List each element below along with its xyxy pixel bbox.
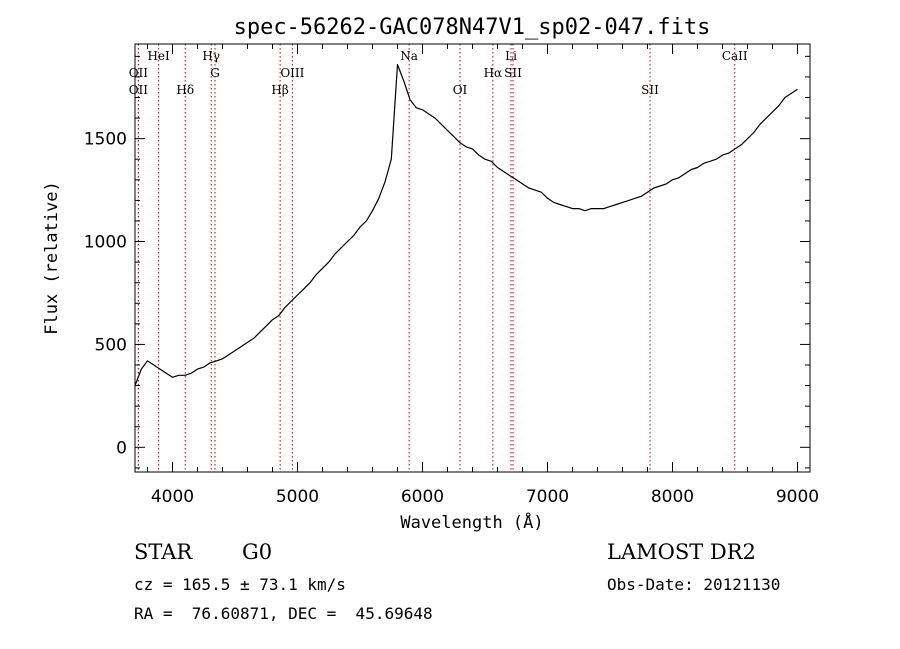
line-label: Hγ — [202, 49, 220, 63]
line-label: Na — [400, 49, 418, 63]
survey-name: LAMOST DR2 — [607, 540, 756, 564]
line-label: CaII — [722, 49, 748, 63]
line-label: OIII — [280, 66, 304, 80]
y-axis-label: Flux (relative) — [42, 181, 62, 335]
y-tick-label: 1500 — [84, 130, 127, 150]
chart-title: spec-56262-GAC078N47V1_sp02-047.fits — [234, 15, 711, 40]
x-axis-ticks: 4000 5000 6000 7000 8000 9000 — [147, 44, 819, 507]
y-tick-label: 500 — [95, 335, 127, 355]
observation-date: Obs-Date: 20121130 — [607, 575, 781, 594]
x-tick-label: 9000 — [776, 487, 819, 507]
line-label: OI — [453, 83, 468, 97]
line-label: HeI — [147, 49, 170, 63]
line-label: Li — [505, 49, 517, 63]
x-tick-label: 7000 — [526, 487, 569, 507]
x-tick-label: 8000 — [651, 487, 694, 507]
spectrum-line — [134, 63, 798, 386]
x-tick-label: 6000 — [401, 487, 444, 507]
y-tick-label: 1000 — [84, 233, 127, 253]
spectral-subclass: G0 — [242, 540, 273, 564]
line-label: G — [210, 66, 220, 80]
object-type: STAR — [134, 540, 193, 564]
line-label: OII — [129, 83, 149, 97]
line-label: Hδ — [176, 83, 194, 97]
redshift-cz: cz = 165.5 ± 73.1 km/s — [134, 575, 346, 594]
x-tick-label: 4000 — [151, 487, 194, 507]
y-tick-label: 0 — [116, 438, 127, 458]
line-label: SII — [641, 83, 659, 97]
line-label: Hα — [484, 66, 503, 80]
line-label: SII — [504, 66, 522, 80]
x-tick-label: 5000 — [276, 487, 319, 507]
line-label: Hβ — [271, 83, 288, 97]
plot-frame — [134, 43, 811, 473]
spectrum-data — [134, 63, 798, 386]
y-axis-ticks: 0 500 1000 1500 — [84, 55, 810, 469]
ra-dec-coordinates: RA = 76.60871, DEC = 45.69648 — [134, 604, 433, 623]
x-axis-label: Wavelength (Å) — [400, 511, 543, 533]
